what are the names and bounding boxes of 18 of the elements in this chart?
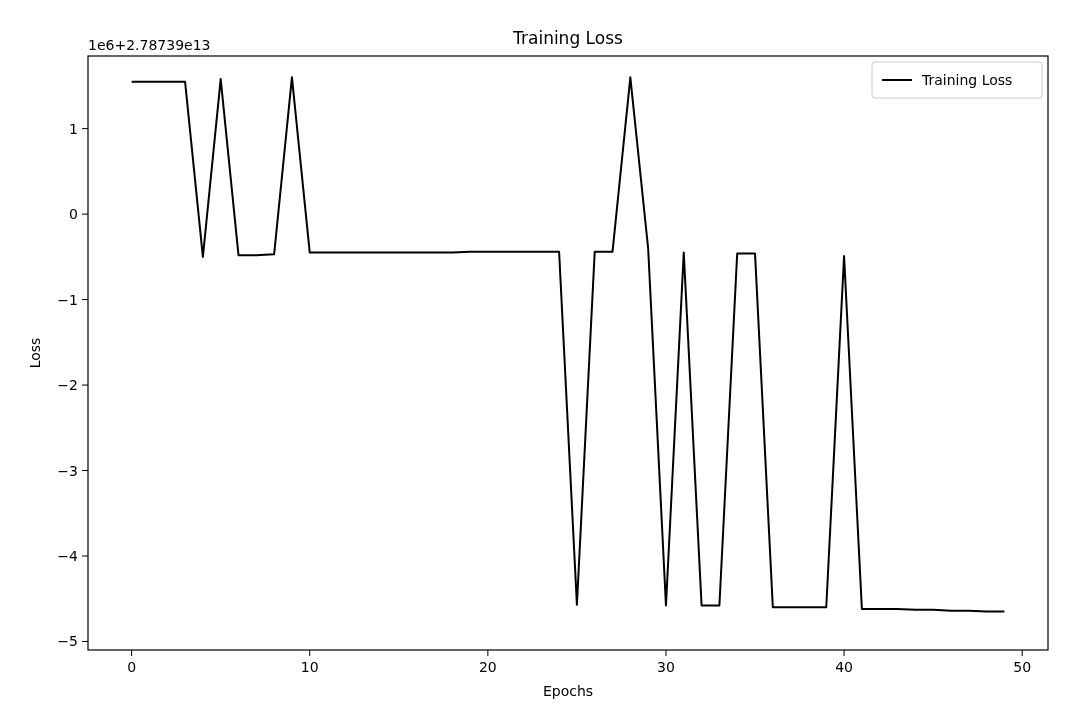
y-tick-label: −3 — [57, 462, 78, 479]
y-tick-label: −1 — [57, 291, 78, 308]
y-tick-label: −4 — [57, 547, 79, 564]
legend-label: Training Loss — [921, 72, 1013, 88]
y-tick-label: −5 — [57, 633, 78, 650]
x-tick-label: 10 — [300, 659, 319, 675]
y-tick-label: −2 — [57, 377, 78, 394]
y-tick-label: 1 — [69, 120, 78, 137]
x-tick-label: 40 — [835, 659, 853, 675]
x-tick-label: 50 — [1013, 659, 1032, 675]
chart-title: Training Loss — [512, 28, 624, 48]
y-tick-label: 0 — [69, 206, 78, 223]
text: 1e6+2.78739e13 — [88, 37, 211, 53]
x-tick-label: 20 — [478, 659, 497, 675]
x-tick-label: 30 — [657, 659, 675, 675]
y-axis-title: Loss — [27, 337, 43, 369]
x-tick-label: 0 — [127, 659, 137, 675]
x-axis-title: Epochs — [542, 683, 594, 699]
